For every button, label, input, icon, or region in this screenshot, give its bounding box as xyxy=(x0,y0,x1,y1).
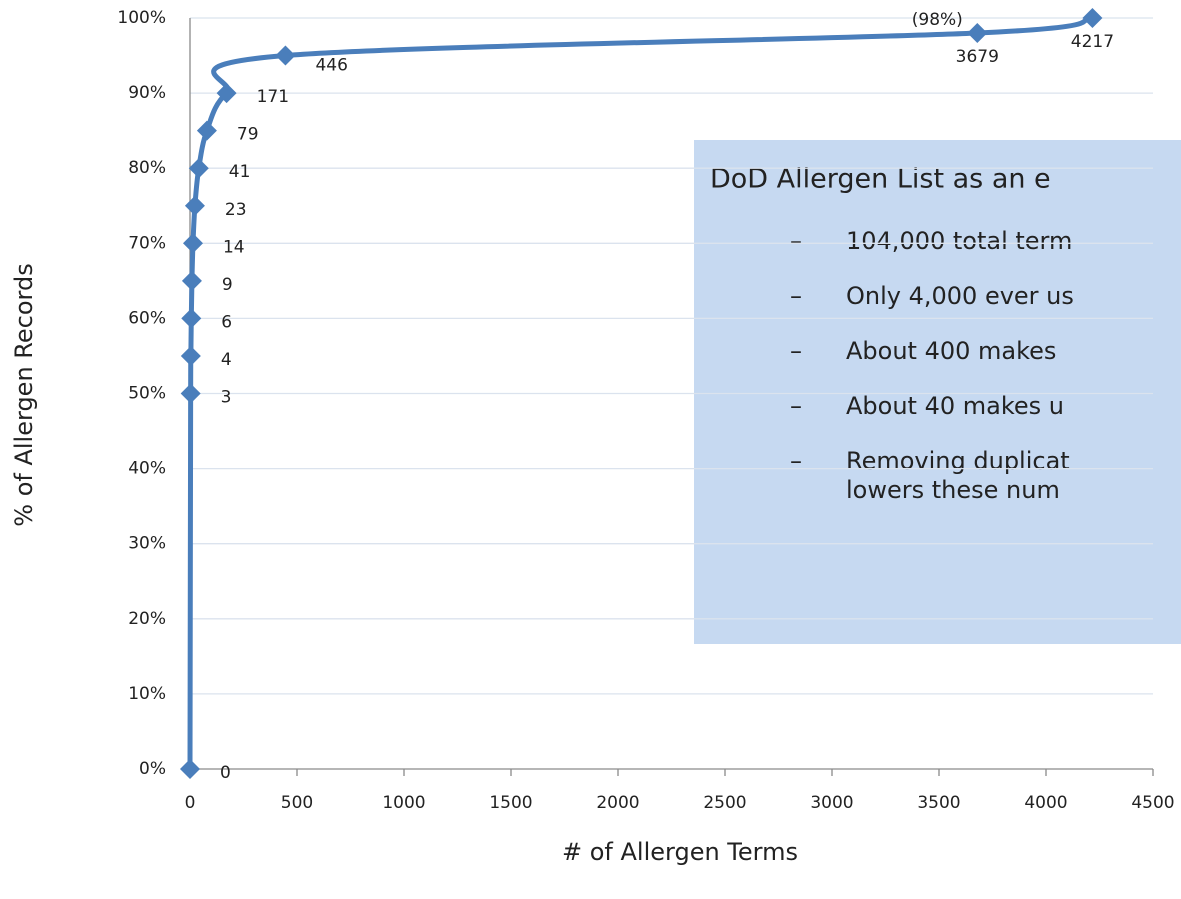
marker xyxy=(180,759,200,779)
data-label: 14 xyxy=(223,237,245,257)
data-label: 79 xyxy=(237,125,259,145)
marker xyxy=(188,158,209,179)
x-tick-label: 1000 xyxy=(382,793,425,813)
text-box-line: Only 4,000 ever us xyxy=(846,282,1074,310)
marker xyxy=(1082,8,1103,28)
y-tick-label: 20% xyxy=(128,609,166,629)
text-box-line: 104,000 total term xyxy=(846,227,1072,255)
y-tick-label: 50% xyxy=(128,384,166,404)
data-label: 9 xyxy=(222,275,233,295)
marker xyxy=(184,195,205,216)
marker xyxy=(180,345,201,366)
marker xyxy=(216,83,237,104)
marker xyxy=(181,308,202,329)
text-box-line: About 400 makes xyxy=(846,337,1056,365)
x-tick-label: 0 xyxy=(185,793,196,813)
x-tick-label: 2500 xyxy=(703,793,746,813)
marker xyxy=(275,45,296,66)
marker xyxy=(180,383,201,404)
x-axis-title: # of Allergen Terms xyxy=(562,838,798,866)
y-tick-label: 10% xyxy=(128,684,166,704)
text-box-line: Removing duplicat xyxy=(846,447,1070,475)
annotation: (98%) xyxy=(912,10,963,30)
marker xyxy=(181,270,202,291)
marker xyxy=(182,233,203,254)
text-box-line: About 40 makes u xyxy=(846,392,1064,420)
y-axis-title: % of Allergen Records xyxy=(10,263,38,526)
bullet-dash: – xyxy=(790,392,802,420)
text-box-line: lowers these num xyxy=(846,476,1060,504)
data-label: 41 xyxy=(229,162,251,182)
data-label: 3 xyxy=(221,388,232,408)
y-tick-label: 60% xyxy=(128,308,166,328)
x-tick-label: 4500 xyxy=(1131,793,1174,813)
x-tick-label: 1500 xyxy=(489,793,532,813)
marker xyxy=(967,23,988,44)
data-label: 0 xyxy=(220,763,231,783)
x-tick-label: 3000 xyxy=(810,793,853,813)
y-tick-label: 0% xyxy=(139,759,166,779)
x-tick-label: 4000 xyxy=(1024,793,1067,813)
x-tick-label: 3500 xyxy=(917,793,960,813)
y-tick-label: 40% xyxy=(128,459,166,479)
x-tick-label: 500 xyxy=(281,793,313,813)
bullet-dash: – xyxy=(790,282,802,310)
bullet-dash: – xyxy=(790,447,802,475)
marker xyxy=(196,120,217,141)
y-tick-label: 70% xyxy=(128,233,166,253)
y-tick-label: 90% xyxy=(128,83,166,103)
text-box xyxy=(694,140,1181,644)
data-label: 171 xyxy=(257,87,289,107)
x-tick-label: 2000 xyxy=(596,793,639,813)
data-label: 6 xyxy=(221,312,232,332)
data-label: 3679 xyxy=(956,47,999,67)
data-label: 446 xyxy=(315,56,347,76)
y-tick-label: 30% xyxy=(128,534,166,554)
data-label: 23 xyxy=(225,200,247,220)
y-tick-label: 100% xyxy=(117,8,166,28)
data-label: 4 xyxy=(221,350,232,370)
bullet-dash: – xyxy=(790,227,802,255)
data-label: 4217 xyxy=(1071,32,1114,52)
y-tick-label: 80% xyxy=(128,158,166,178)
bullet-dash: – xyxy=(790,337,802,365)
